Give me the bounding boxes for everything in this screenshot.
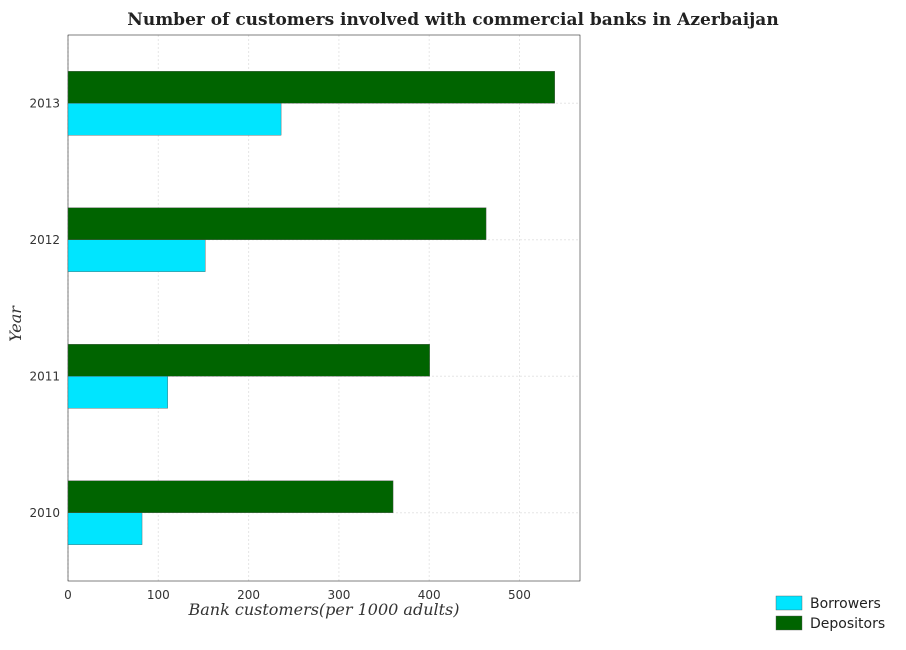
y-tick-labels: 2010 2011 2012 2013 — [29, 96, 60, 520]
legend-label-depositors: Depositors — [810, 616, 885, 632]
bar-depositors-2013 — [67, 71, 555, 104]
bar-borrowers-2011 — [67, 376, 168, 409]
x-tick-label: 0 — [64, 588, 72, 602]
x-tick-label: 400 — [418, 588, 441, 602]
bar-depositors-2010 — [67, 480, 394, 513]
bar-depositors-2011 — [67, 344, 430, 377]
y-tick-label: 2013 — [29, 96, 60, 110]
y-tick-label: 2010 — [29, 506, 60, 520]
x-tick-label: 200 — [237, 588, 260, 602]
chart-title: Number of customers involved with commer… — [127, 10, 778, 30]
plot-area — [67, 34, 581, 582]
x-tick-label: 500 — [508, 588, 531, 602]
x-tick-label: 300 — [327, 588, 350, 602]
y-tick-label: 2011 — [29, 369, 60, 383]
legend-swatch-depositors — [775, 615, 803, 631]
legend: Borrowers Depositors — [775, 595, 885, 632]
x-tick-label: 100 — [147, 588, 170, 602]
y-tick-label: 2012 — [29, 233, 60, 247]
bar-depositors-2012 — [67, 207, 487, 240]
x-axis-label: Bank customers(per 1000 adults) — [188, 600, 460, 619]
legend-swatch-borrowers — [775, 595, 803, 611]
x-tick-labels: 0 100 200 300 400 500 — [64, 588, 531, 602]
y-axis-label: Year — [6, 305, 25, 342]
bar-borrowers-2012 — [67, 239, 206, 272]
legend-label-borrowers: Borrowers — [810, 596, 881, 612]
bar-borrowers-2013 — [67, 103, 282, 136]
bars — [67, 71, 555, 545]
bar-borrowers-2010 — [67, 512, 143, 545]
